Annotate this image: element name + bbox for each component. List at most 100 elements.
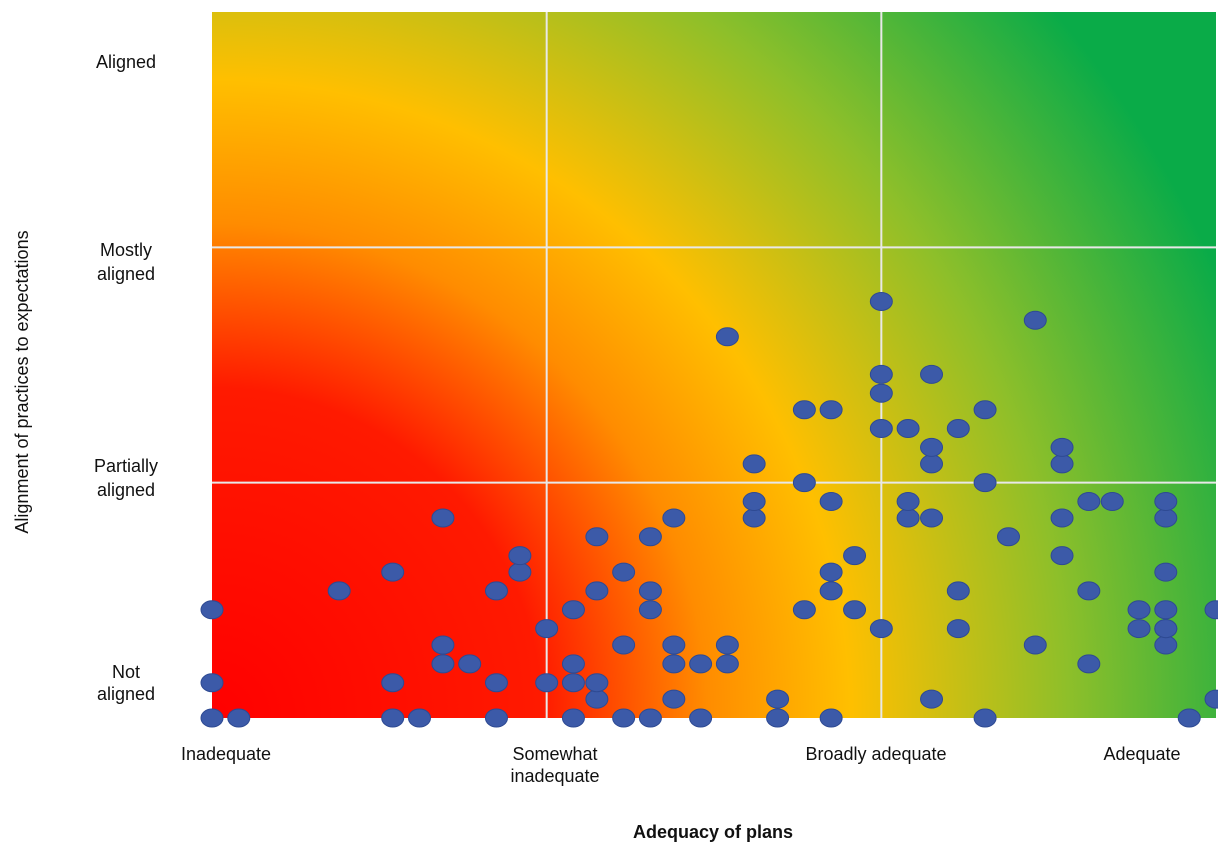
- data-point: [1204, 600, 1218, 620]
- data-point: [973, 400, 997, 420]
- data-point: [819, 562, 843, 582]
- data-point: [612, 562, 636, 582]
- data-point: [612, 708, 636, 728]
- data-point: [535, 673, 559, 693]
- y-tick-label: Partially aligned: [94, 456, 158, 500]
- x-tick-label: Broadly adequate: [805, 744, 946, 764]
- data-point: [766, 708, 790, 728]
- data-point: [766, 689, 790, 709]
- data-point: [484, 708, 508, 728]
- data-point: [638, 708, 662, 728]
- data-point: [585, 527, 609, 547]
- data-point: [1050, 437, 1074, 457]
- y-tick-labels: Not aligned Partially aligned Mostly aligned A…: [94, 52, 158, 704]
- data-point: [715, 635, 739, 655]
- data-point: [1050, 508, 1074, 528]
- data-point: [1023, 310, 1047, 330]
- plot-background: [212, 12, 1216, 718]
- data-point: [946, 581, 970, 601]
- data-point: [946, 419, 970, 439]
- data-point: [1127, 600, 1151, 620]
- data-point: [1077, 491, 1101, 511]
- data-point: [689, 654, 713, 674]
- x-tick-label: Adequate: [1103, 744, 1180, 764]
- data-point: [819, 581, 843, 601]
- x-axis-title: Adequacy of plans: [633, 822, 793, 842]
- data-point: [381, 673, 405, 693]
- data-point: [662, 689, 686, 709]
- data-point: [638, 581, 662, 601]
- data-point: [327, 581, 351, 601]
- data-point: [484, 581, 508, 601]
- data-point: [1154, 508, 1178, 528]
- data-point: [920, 364, 944, 384]
- data-point: [869, 419, 893, 439]
- data-point: [1154, 619, 1178, 639]
- data-point: [381, 708, 405, 728]
- data-point: [1154, 635, 1178, 655]
- data-point: [508, 546, 532, 566]
- data-point: [792, 400, 816, 420]
- data-point: [1077, 654, 1101, 674]
- data-point: [920, 437, 944, 457]
- data-point: [1100, 491, 1124, 511]
- data-points: [200, 291, 1218, 728]
- data-point: [869, 619, 893, 639]
- y-tick-label: Not aligned: [97, 662, 155, 704]
- data-point: [381, 562, 405, 582]
- data-point: [585, 673, 609, 693]
- y-tick-label: Mostly aligned: [97, 240, 155, 284]
- data-point: [742, 508, 766, 528]
- data-point: [1154, 491, 1178, 511]
- data-point: [200, 600, 224, 620]
- data-point: [715, 327, 739, 347]
- data-point: [612, 635, 636, 655]
- data-point: [638, 600, 662, 620]
- data-point: [973, 473, 997, 493]
- data-point: [869, 383, 893, 403]
- data-point: [200, 708, 224, 728]
- data-point: [484, 673, 508, 693]
- data-point: [431, 635, 455, 655]
- data-point: [689, 708, 713, 728]
- data-point: [1154, 600, 1178, 620]
- data-point: [792, 600, 816, 620]
- data-point: [200, 673, 224, 693]
- data-point: [843, 600, 867, 620]
- data-point: [561, 673, 585, 693]
- data-point: [843, 546, 867, 566]
- data-point: [407, 708, 431, 728]
- data-point: [869, 364, 893, 384]
- data-point: [869, 291, 893, 311]
- data-point: [662, 635, 686, 655]
- data-point: [715, 654, 739, 674]
- data-point: [1177, 708, 1201, 728]
- data-point: [1050, 546, 1074, 566]
- data-point: [973, 708, 997, 728]
- data-point: [1050, 454, 1074, 474]
- data-point: [742, 491, 766, 511]
- data-point: [742, 454, 766, 474]
- data-point: [946, 619, 970, 639]
- data-point: [638, 527, 662, 547]
- data-point: [508, 562, 532, 582]
- data-point: [792, 473, 816, 493]
- data-point: [535, 619, 559, 639]
- data-point: [458, 654, 482, 674]
- data-point: [585, 689, 609, 709]
- data-point: [585, 581, 609, 601]
- data-point: [1023, 635, 1047, 655]
- data-point: [819, 708, 843, 728]
- data-point: [561, 708, 585, 728]
- data-point: [920, 508, 944, 528]
- data-point: [1077, 581, 1101, 601]
- data-point: [561, 600, 585, 620]
- data-point: [997, 527, 1021, 547]
- x-tick-label: Somewhat inadequate: [510, 744, 599, 786]
- data-point: [431, 508, 455, 528]
- data-point: [920, 689, 944, 709]
- data-point: [896, 508, 920, 528]
- x-tick-labels: Inadequate Somewhat inadequate Broadly adeq…: [181, 744, 1181, 786]
- data-point: [819, 491, 843, 511]
